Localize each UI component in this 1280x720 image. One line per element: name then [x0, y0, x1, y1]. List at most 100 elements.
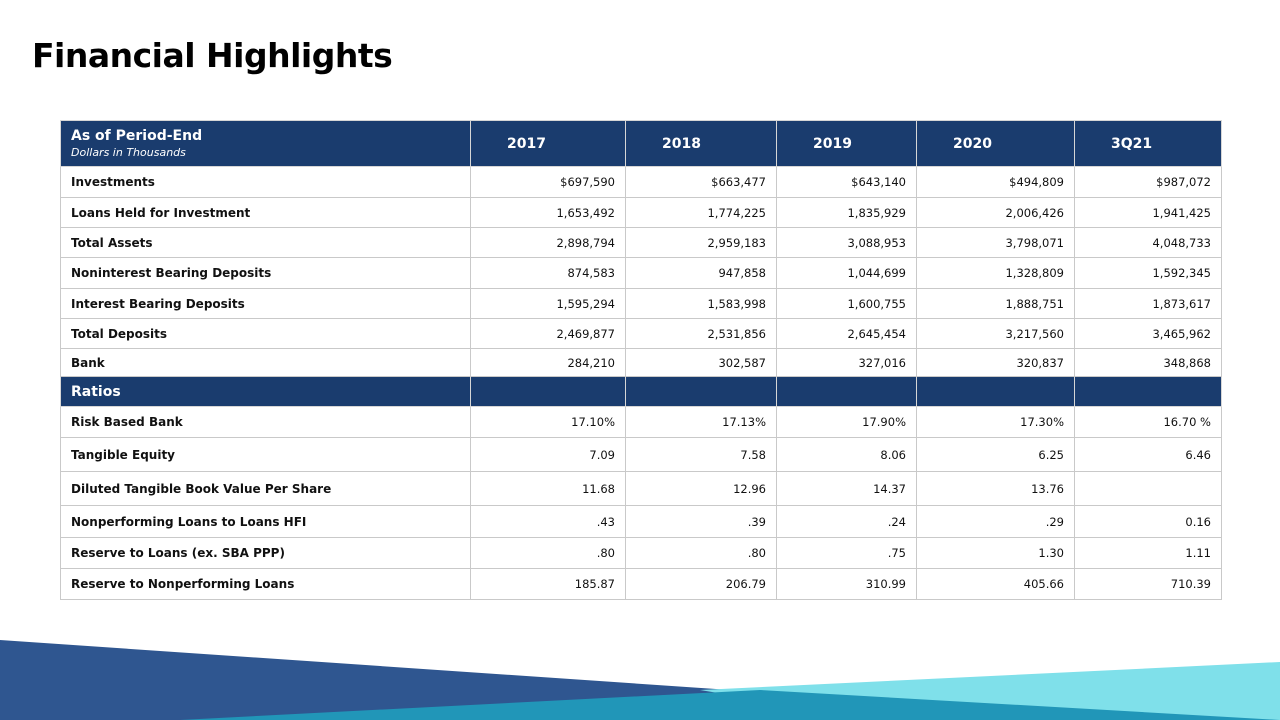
financial-highlights-table: As of Period-End Dollars in Thousands 20… — [60, 120, 1222, 600]
value-cell: 2,645,454 — [776, 318, 917, 349]
page-title: Financial Highlights — [32, 36, 393, 75]
value-cell: 1,595,294 — [470, 288, 626, 319]
row-label: Nonperforming Loans to Loans HFI — [60, 505, 471, 538]
value-cell: 185.87 — [470, 568, 626, 600]
value-cell: .80 — [470, 537, 626, 569]
decorative-wave-footer — [0, 640, 1280, 720]
row-label: Interest Bearing Deposits — [60, 288, 471, 319]
value-cell: 1,873,617 — [1074, 288, 1222, 319]
table-row-loans-held-for-investment: Loans Held for Investment 1,653,492 1,774,… — [60, 197, 1222, 228]
value-cell: 710.39 — [1074, 568, 1222, 600]
table-row-reserve-to-loans-ex-sba-ppp: Reserve to Loans (ex. SBA PPP) .80.80.75 1… — [60, 537, 1222, 569]
table-row-interest-bearing-deposits: Interest Bearing Deposits 1,595,294 1,583,… — [60, 288, 1222, 319]
value-cell: 2,531,856 — [625, 318, 777, 349]
value-cell: 17.10% — [470, 406, 626, 438]
value-cell: 284,210 — [470, 348, 626, 377]
value-cell: 1.30 — [916, 537, 1075, 569]
table-row-total-deposits: Total Deposits 2,469,877 2,531,856 2,645,45… — [60, 318, 1222, 349]
value-cell: $494,809 — [916, 166, 1075, 198]
value-cell: 1,941,425 — [1074, 197, 1222, 228]
ratios-header-label: Ratios — [60, 376, 471, 407]
row-label: Risk Based Bank — [60, 406, 471, 438]
value-cell: 2,469,877 — [470, 318, 626, 349]
table-row-diluted-tangible-book-value-per-share: Diluted Tangible Book Value Per Share 11.… — [60, 471, 1222, 506]
value-cell: $643,140 — [776, 166, 917, 198]
value-cell: 327,016 — [776, 348, 917, 377]
table-row-tangible-equity: Tangible Equity 7.09 7.58 8.06 6.25 6.46 — [60, 437, 1222, 472]
wave-dark-band — [0, 640, 1280, 720]
value-cell: 310.99 — [776, 568, 917, 600]
value-cell: 320,837 — [916, 348, 1075, 377]
value-cell: 0.16 — [1074, 505, 1222, 538]
ratios-header-blank — [625, 376, 777, 407]
value-cell: 13.76 — [916, 471, 1075, 506]
value-cell: 1,774,225 — [625, 197, 777, 228]
period-header-label: As of Period-End — [71, 128, 203, 144]
value-cell: 206.79 — [625, 568, 777, 600]
ratios-header-blank — [916, 376, 1075, 407]
row-label: Reserve to Nonperforming Loans — [60, 568, 471, 600]
value-cell: 4,048,733 — [1074, 227, 1222, 258]
value-cell: 3,465,962 — [1074, 318, 1222, 349]
year-header-2019: 2019 — [776, 120, 917, 167]
value-cell: .75 — [776, 537, 917, 569]
value-cell: 1.11 — [1074, 537, 1222, 569]
table-row-reserve-to-nonperforming-loans: Reserve to Nonperforming Loans 185.87 206.… — [60, 568, 1222, 600]
ratios-header-blank — [470, 376, 626, 407]
table-row-nonperforming-loans-to-loans-hfi: Nonperforming Loans to Loans HFI .43.39.2… — [60, 505, 1222, 538]
ratios-section-header: Ratios — [60, 376, 1222, 407]
value-cell: .80 — [625, 537, 777, 569]
row-label: Tangible Equity — [60, 437, 471, 472]
table-row-bank: Bank 284,210 302,587 327,016 320,837 348,868 — [60, 348, 1222, 377]
table-row-noninterest-bearing-deposits: Noninterest Bearing Deposits 874,583 947,8… — [60, 257, 1222, 289]
year-header-2018: 2018 — [625, 120, 777, 167]
value-cell: 17.90% — [776, 406, 917, 438]
ratios-header-blank — [776, 376, 917, 407]
value-cell: 17.13% — [625, 406, 777, 438]
table-row-total-assets: Total Assets 2,898,794 2,959,183 3,088,953 3… — [60, 227, 1222, 258]
value-cell: 6.25 — [916, 437, 1075, 472]
row-label: Diluted Tangible Book Value Per Share — [60, 471, 471, 506]
value-cell — [1074, 471, 1222, 506]
value-cell: 17.30% — [916, 406, 1075, 438]
balance-section: Investments $697,590 $663,477 $643,140 $494,… — [60, 166, 1222, 377]
value-cell: 1,653,492 — [470, 197, 626, 228]
year-header-2020: 2020 — [916, 120, 1075, 167]
table-row-investments: Investments $697,590 $663,477 $643,140 $494,… — [60, 166, 1222, 198]
value-cell: $663,477 — [625, 166, 777, 198]
value-cell: 1,044,699 — [776, 257, 917, 289]
row-label: Investments — [60, 166, 471, 198]
value-cell: 2,006,426 — [916, 197, 1075, 228]
value-cell: 12.96 — [625, 471, 777, 506]
value-cell: 6.46 — [1074, 437, 1222, 472]
value-cell: 8.06 — [776, 437, 917, 472]
value-cell: 11.68 — [470, 471, 626, 506]
row-label: Total Assets — [60, 227, 471, 258]
value-cell: 3,217,560 — [916, 318, 1075, 349]
ratios-header-blank — [1074, 376, 1222, 407]
value-cell: 348,868 — [1074, 348, 1222, 377]
ratios-section: Risk Based Bank 17.10% 17.13% 17.90% 17.30% 1… — [60, 406, 1222, 600]
value-cell: 16.70 % — [1074, 406, 1222, 438]
value-cell: 874,583 — [470, 257, 626, 289]
row-label: Reserve to Loans (ex. SBA PPP) — [60, 537, 471, 569]
row-label: Loans Held for Investment — [60, 197, 471, 228]
value-cell: 2,898,794 — [470, 227, 626, 258]
value-cell: 1,583,998 — [625, 288, 777, 319]
row-label: Bank — [60, 348, 471, 377]
value-cell: 7.09 — [470, 437, 626, 472]
period-header-cell: As of Period-End Dollars in Thousands — [60, 120, 471, 167]
row-label: Total Deposits — [60, 318, 471, 349]
year-header-2017: 2017 — [470, 120, 626, 167]
value-cell: 14.37 — [776, 471, 917, 506]
value-cell: .39 — [625, 505, 777, 538]
value-cell: 1,835,929 — [776, 197, 917, 228]
value-cell: 7.58 — [625, 437, 777, 472]
value-cell: 947,858 — [625, 257, 777, 289]
value-cell: 1,888,751 — [916, 288, 1075, 319]
value-cell: .43 — [470, 505, 626, 538]
value-cell: 302,587 — [625, 348, 777, 377]
value-cell: 3,798,071 — [916, 227, 1075, 258]
value-cell: 1,328,809 — [916, 257, 1075, 289]
year-header-3q21: 3Q21 — [1074, 120, 1222, 167]
